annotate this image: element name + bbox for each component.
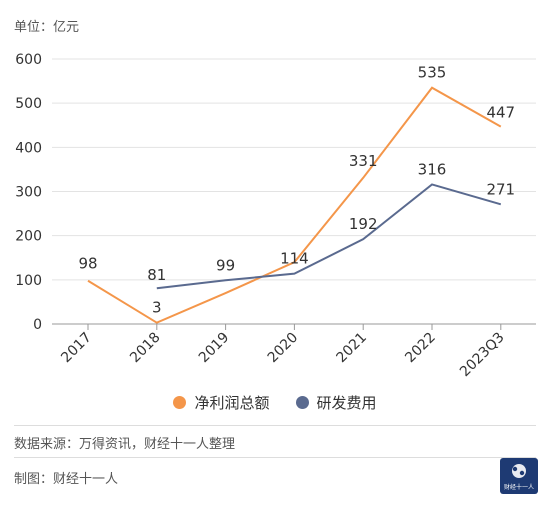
- divider-bottom: [14, 457, 536, 458]
- data-label: 99: [216, 256, 235, 274]
- legend-label-rd-expense: 研发费用: [316, 394, 377, 412]
- data-label: 447: [486, 104, 515, 122]
- divider-top: [14, 425, 536, 426]
- logo-text: 财经十一人: [503, 484, 534, 491]
- data-label: 535: [418, 64, 447, 82]
- unit-label: 单位：亿元: [14, 20, 80, 35]
- series-line-rd-expense: [156, 183, 502, 290]
- legend: 净利润总额 研发费用: [0, 392, 550, 413]
- logo-graphic-icon: [512, 464, 526, 478]
- y-tick-label: 400: [15, 140, 42, 156]
- data-label: 98: [78, 255, 97, 273]
- x-tick-label: 2020: [265, 330, 302, 367]
- data-label: 3: [152, 299, 162, 317]
- data-label: 81: [147, 266, 166, 284]
- y-tick-label: 500: [15, 96, 42, 112]
- x-tick-label: 2023Q3: [457, 330, 508, 381]
- y-tick-label: 200: [15, 229, 42, 245]
- data-label: 331: [349, 152, 378, 170]
- x-tick-label: 2018: [127, 330, 164, 367]
- source-note: 数据来源：万得资讯，财经十一人整理: [14, 437, 236, 452]
- legend-label-net-profit: 净利润总额: [194, 394, 270, 412]
- x-tick-label: 2017: [58, 330, 95, 367]
- x-tick-label: 2022: [402, 330, 439, 367]
- legend-swatch-rd-expense: [295, 396, 309, 409]
- data-label: 271: [486, 180, 515, 198]
- y-tick-label: 0: [33, 317, 42, 333]
- series-line-net-profit: [87, 86, 502, 324]
- y-tick-label: 100: [15, 273, 42, 289]
- legend-item-net-profit: 净利润总额: [173, 392, 270, 413]
- x-tick-label: 2021: [334, 330, 371, 367]
- line-chart: 0 100 200 300 400 500 600 2017 2018 2019 2020 2021 2…: [15, 52, 536, 381]
- data-label: 114: [280, 250, 309, 268]
- y-tick-label: 600: [15, 52, 42, 68]
- data-label: 316: [418, 160, 447, 178]
- x-tick-label: 2019: [196, 330, 233, 367]
- legend-swatch-net-profit: [173, 396, 187, 409]
- data-label: 192: [349, 215, 378, 233]
- y-tick-label: 300: [15, 185, 42, 201]
- legend-item-rd-expense: 研发费用: [295, 392, 377, 413]
- logo: 财经十一人: [500, 458, 538, 494]
- credit-note: 制图：财经十一人: [14, 472, 119, 487]
